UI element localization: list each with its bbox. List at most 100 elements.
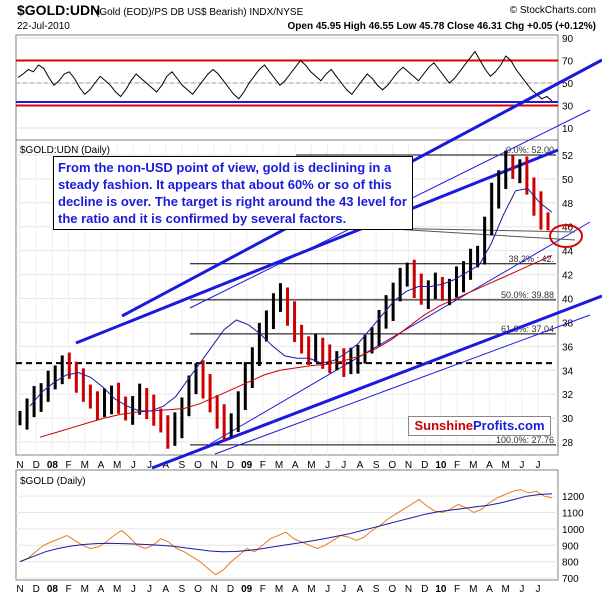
gold-tick-label: 1100 — [562, 509, 584, 520]
rsi-series — [17, 50, 553, 102]
price-tick-label: 40 — [562, 294, 574, 305]
target-pointer-line — [375, 227, 576, 241]
price-tick-label: 34 — [562, 366, 574, 377]
copyright: © StockCharts.com — [510, 5, 596, 16]
gold-tick-label: 1200 — [562, 492, 585, 503]
price-month-label: D — [421, 460, 428, 471]
price-month-label: A — [292, 460, 299, 471]
gold-tick-label: 900 — [562, 541, 579, 552]
price-tick-label: 48 — [562, 199, 574, 210]
rsi-tick-label: 30 — [562, 102, 574, 113]
gold-month-label: 08 — [47, 584, 59, 595]
rsi-tick-label: 50 — [562, 79, 574, 90]
price-month-label: M — [81, 460, 89, 471]
price-month-label: F — [454, 460, 460, 471]
price-tick-label: 50 — [562, 175, 574, 186]
gold-month-label: F — [454, 584, 460, 595]
price-month-label: J — [519, 460, 524, 471]
trend-channel-line — [151, 294, 602, 470]
ohlc-readout: Open 45.95 High 46.55 Low 45.78 Close 46… — [288, 21, 596, 32]
price-tick-label: 36 — [562, 342, 574, 353]
price-month-label: F — [66, 460, 72, 471]
gold-tick-label: 700 — [562, 574, 579, 585]
gold-month-label: O — [194, 584, 202, 595]
price-month-label: O — [194, 460, 202, 471]
price-month-label: M — [307, 460, 315, 471]
price-month-label: J — [341, 460, 346, 471]
price-month-label: M — [113, 460, 121, 471]
price-month-label: A — [98, 460, 105, 471]
price-month-label: A — [486, 460, 493, 471]
price-tick-label: 44 — [562, 247, 574, 258]
gold-month-label: S — [373, 584, 380, 595]
price-month-label: 10 — [435, 460, 447, 471]
gold-month-label: 10 — [435, 584, 447, 595]
gold-month-label: M — [469, 584, 477, 595]
gold-month-label: J — [325, 584, 330, 595]
price-month-label: J — [147, 460, 152, 471]
price-month-label: F — [260, 460, 266, 471]
gold-layer: 1200 1100 1000 900 800 700 — [16, 489, 585, 585]
gold-month-label: J — [519, 584, 524, 595]
price-month-label: N — [405, 460, 412, 471]
price-month-label: O — [388, 460, 396, 471]
price-panel-label: $GOLD:UDN (Daily) — [20, 145, 110, 156]
gold-tick-label: 800 — [562, 558, 579, 569]
gold-month-label: N — [405, 584, 412, 595]
gold-month-label: J — [147, 584, 152, 595]
gold-month-label: A — [292, 584, 299, 595]
gold-month-label: J — [131, 584, 136, 595]
gold-panel-label: $GOLD (Daily) — [20, 476, 86, 487]
fib-label: 0.0%: 52.00 — [506, 145, 554, 155]
price-month-label: A — [162, 460, 169, 471]
brand-part-2: Profits.com — [473, 418, 545, 433]
gold-month-label: F — [66, 584, 72, 595]
target-circle — [549, 224, 583, 248]
gold-month-label: D — [227, 584, 234, 595]
price-tick-label: 38 — [562, 318, 574, 329]
gold-month-label: D — [421, 584, 428, 595]
trend-channel-line — [75, 148, 559, 345]
price-month-label: 08 — [47, 460, 59, 471]
price-month-label: 09 — [241, 460, 253, 471]
price-ma-blue — [29, 187, 553, 412]
price-tick-label: 52 — [562, 151, 574, 162]
price-ma-red — [39, 254, 553, 438]
price-month-label: S — [179, 460, 186, 471]
gold-month-label: O — [388, 584, 396, 595]
price-month-label: M — [275, 460, 283, 471]
gold-month-label: S — [179, 584, 186, 595]
fib-label: 100.0%: 27.76 — [496, 435, 554, 445]
price-month-label: A — [357, 460, 364, 471]
rsi-panel — [15, 34, 559, 141]
trend-channel-line — [214, 314, 591, 455]
price-tick-label: 42 — [562, 271, 574, 282]
analysis-annotation: From the non-USD point of view, gold is … — [53, 156, 413, 230]
rsi-layer: 90 70 50 30 10 — [16, 34, 574, 135]
gold-month-label: A — [486, 584, 493, 595]
rsi-tick-label: 90 — [562, 34, 574, 45]
gold-month-label: M — [307, 584, 315, 595]
gold-month-label: 09 — [241, 584, 253, 595]
gold-ma — [19, 493, 553, 563]
gold-month-label: N — [211, 584, 218, 595]
gold-tick-label: 1000 — [562, 525, 585, 536]
gold-month-label: J — [341, 584, 346, 595]
rsi-tick-label: 70 — [562, 57, 574, 68]
gold-month-label: M — [275, 584, 283, 595]
chart-symbol: $GOLD:UDN — [17, 2, 100, 18]
price-month-label: J — [325, 460, 330, 471]
price-tick-label: 32 — [562, 390, 574, 401]
fib-label: 61.8%: 37.04 — [501, 324, 554, 334]
price-month-label: S — [373, 460, 380, 471]
price-tick-label: 28 — [562, 438, 574, 449]
brand-part-1: Sunshine — [414, 418, 473, 433]
price-month-label: D — [33, 460, 40, 471]
gold-month-label: J — [536, 584, 541, 595]
gold-month-label: F — [260, 584, 266, 595]
price-month-label: D — [227, 460, 234, 471]
gold-month-label: A — [162, 584, 169, 595]
price-month-label: J — [131, 460, 136, 471]
gold-month-label: A — [357, 584, 364, 595]
